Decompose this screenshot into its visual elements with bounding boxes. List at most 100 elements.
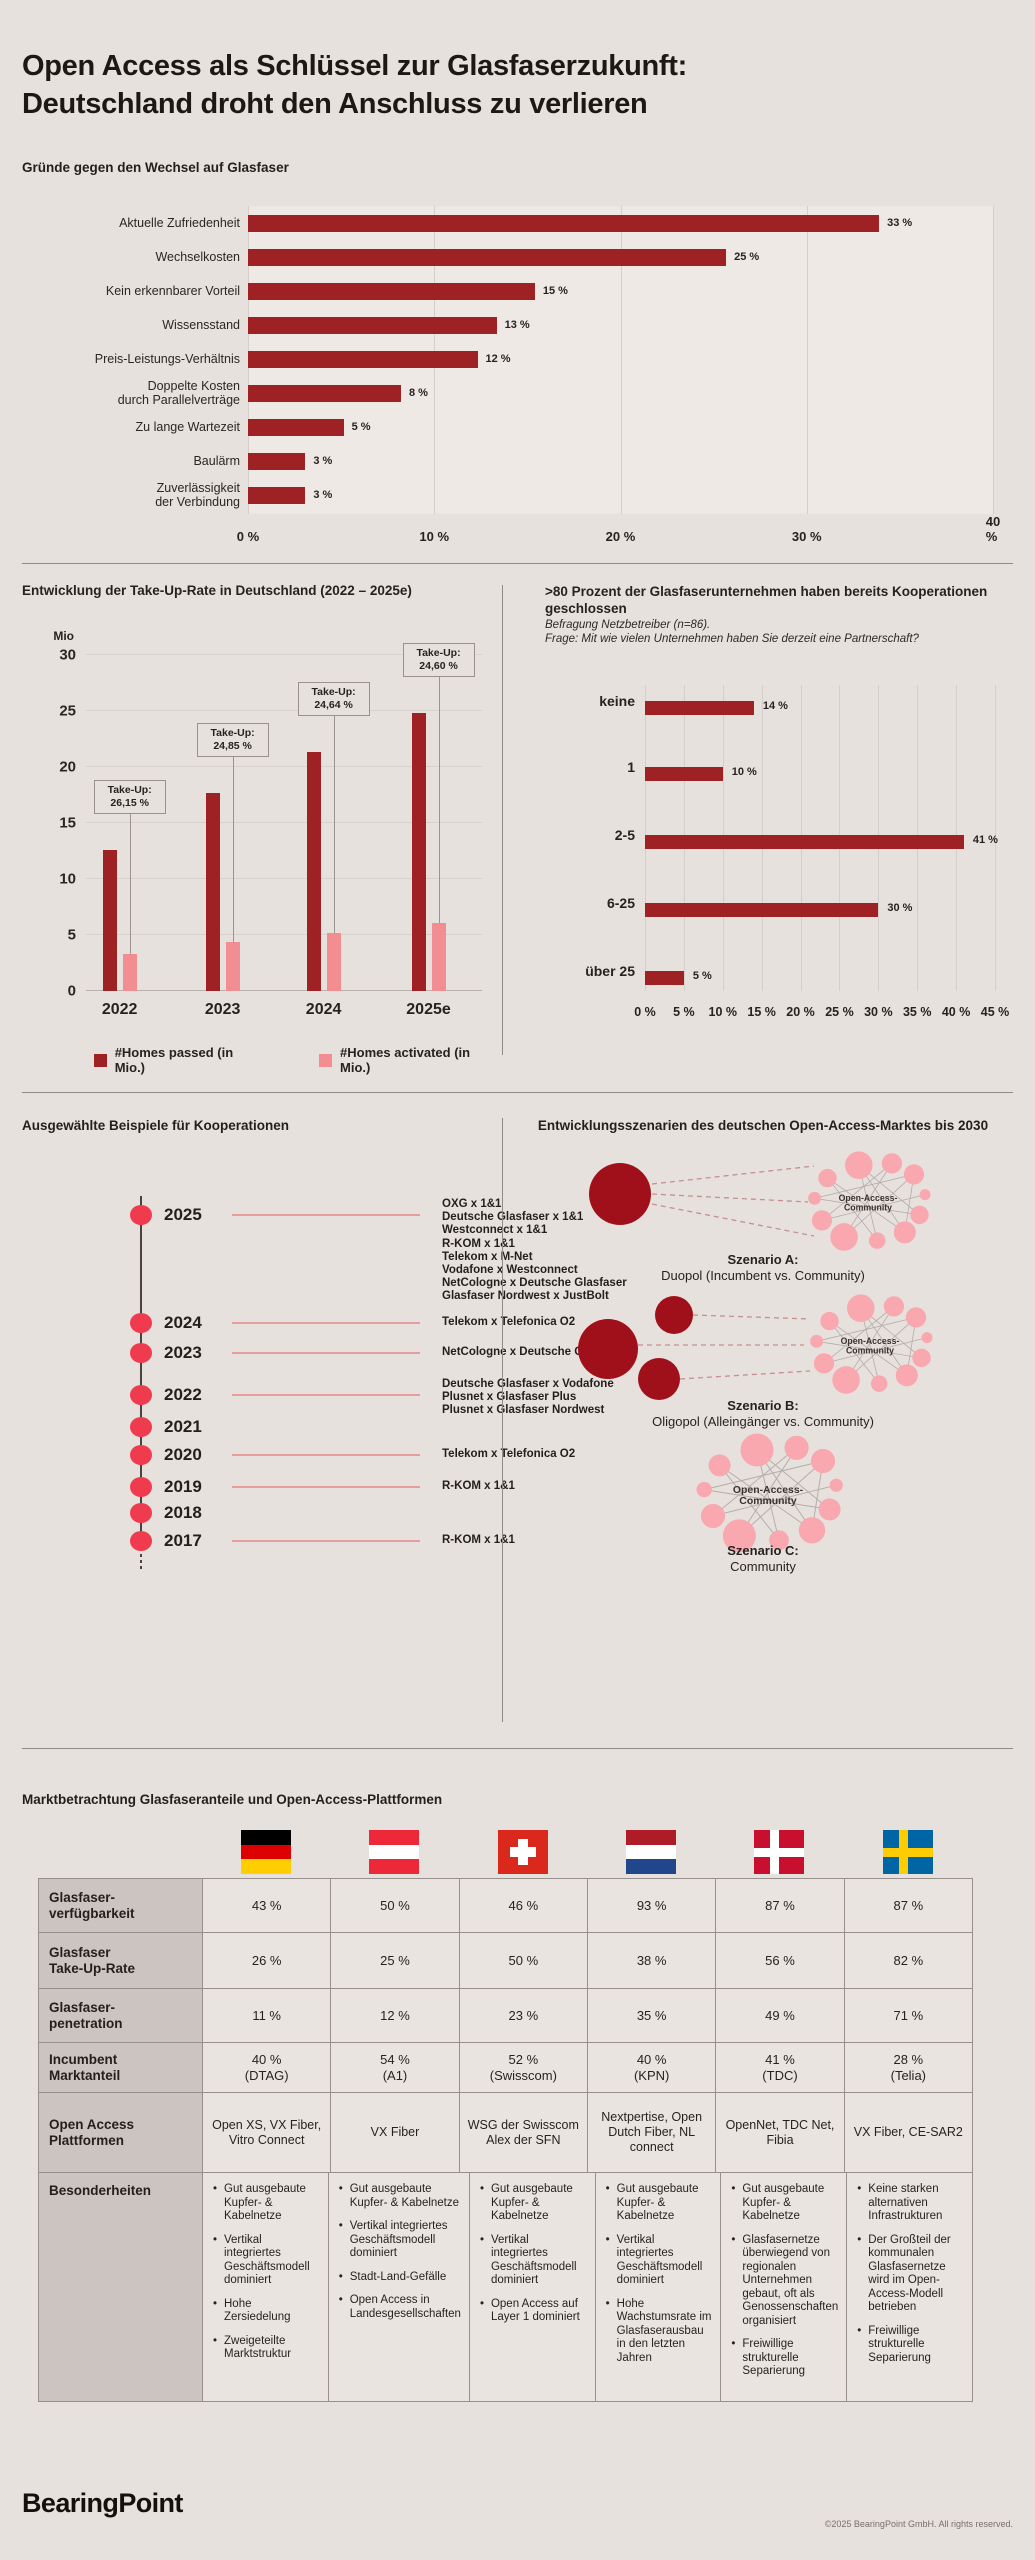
table-cell: 56 % <box>716 1933 845 1989</box>
bullet-item: Freiwillige strukturelle Separierung <box>857 2325 964 2366</box>
bar <box>248 452 306 470</box>
x-tick-label: 2023 <box>204 1001 241 1018</box>
bullet-item: Keine starken alternativen Infrastruktur… <box>857 2183 964 2224</box>
table-cell: 82 % <box>844 1933 973 1989</box>
scenario-name: Szenario C: <box>727 1543 799 1558</box>
flag-cell <box>587 1830 715 1874</box>
flag-stripe <box>241 1859 292 1874</box>
table-cell: 40 % (KPN) <box>587 2043 717 2093</box>
takeup-annotation: Take-Up: 24,60 % <box>402 643 475 678</box>
table-cell: WSG der Swisscom Alex der SFN <box>459 2093 588 2173</box>
timeline-dot <box>130 1445 152 1465</box>
flag-cross <box>509 1847 536 1857</box>
table-cell: 87 % <box>716 1879 845 1933</box>
y-tick-label: 25 <box>59 702 76 720</box>
timeline-items: R-KOM x 1&1 <box>442 1480 515 1493</box>
chart-row: Kein erkennbarer Vorteil 15 % <box>22 274 1013 308</box>
annotation-line-1: Take-Up: <box>311 686 356 699</box>
section-divider <box>22 1748 1013 1749</box>
x-tick-label: 0 % <box>236 529 260 544</box>
timeline-year: 2021 <box>164 1417 202 1436</box>
value-label: 3 % <box>313 489 333 501</box>
bar <box>248 214 880 232</box>
bullet-item: Stadt-Land-Gefälle <box>339 2271 461 2285</box>
timeline-year: 2017 <box>164 1531 202 1550</box>
bar <box>248 282 535 300</box>
timeline-connector <box>232 1352 420 1354</box>
flag-germany <box>241 1830 292 1874</box>
bar <box>645 767 723 781</box>
table-cell: 50 % <box>331 1879 460 1933</box>
timeline-items: Telekom x Telefonica O2 <box>442 1448 575 1461</box>
partnerships-subtitle-2: Frage: Mit wie vielen Unternehmen haben … <box>545 633 919 645</box>
takeup-plot-area: Mio 0 5 10 15 20 25 30 2022 Take-Up: 26,15 % 2023 T… <box>53 629 482 1018</box>
table-cell: 35 % <box>587 1989 717 2043</box>
timeline-dot <box>130 1503 152 1523</box>
category-label: Doppelte Kosten durch Parallelverträge <box>117 379 240 407</box>
homes-activated-bar <box>225 941 240 991</box>
table-cell: Open XS, VX Fiber, Vitro Connect <box>203 2093 332 2173</box>
bar-track: 15 % <box>248 274 1013 308</box>
table-cell: VX Fiber, CE-SAR2 <box>844 2093 973 2173</box>
bar <box>645 903 879 917</box>
bar-group <box>411 713 446 991</box>
category-label: Wechselkosten <box>155 250 240 264</box>
flag-stripe <box>241 1830 292 1845</box>
annotation-connector <box>438 677 440 923</box>
category-label: Zu lange Wartezeit <box>135 420 240 434</box>
timeline-year: 2018 <box>164 1503 202 1522</box>
annotation-line-2: 24,64 % <box>314 699 353 712</box>
category-label: Aktuelle Zufriedenheit <box>119 216 240 230</box>
column-divider <box>502 1118 503 1722</box>
x-tick-label: 35 % <box>902 1005 932 1019</box>
timeline-item: R-KOM x 1&1 <box>442 1534 515 1546</box>
takeup-annotation: Take-Up: 24,64 % <box>297 682 370 717</box>
bullet-item: Gut ausgebaute Kupfer- & Kabelnetze <box>731 2183 838 2224</box>
partnerships-subtitle-1: Befragung Netzbetreiber (n=86). <box>545 619 711 631</box>
x-tick-label: 40 % <box>941 1005 971 1019</box>
category-label: Kein erkennbarer Vorteil <box>105 284 240 298</box>
table-cell: 25 % <box>331 1933 460 1989</box>
chart-row: Wechselkosten 25 % <box>22 240 1013 274</box>
timeline-year: 2022 <box>164 1385 202 1404</box>
grid-line <box>86 990 482 991</box>
table-cell: 49 % <box>716 1989 845 2043</box>
chart-row: Aktuelle Zufriedenheit 33 % <box>22 206 1013 240</box>
table-cell: 41 % (TDC) <box>716 2043 845 2093</box>
bar <box>248 350 478 368</box>
timeline-axis <box>140 1196 142 1548</box>
grid-line <box>806 206 808 514</box>
table-row: Glasfaser- verfügbarkeit 43 % 50 % 46 % 93 %… <box>39 1879 973 1933</box>
table-cell: 71 % <box>844 1989 973 2043</box>
x-tick-label: 20 % <box>605 529 636 544</box>
flag-cross <box>882 1848 933 1857</box>
timeline-item: NetCologne x Deutsche Glasfaser <box>442 1277 627 1290</box>
takeup-annotation: Take-Up: 26,15 % <box>93 779 166 814</box>
bullet-item: Zweigeteilte Marktstruktur <box>213 2335 320 2362</box>
scenario-description: Duopol (Incumbent vs. Community) <box>661 1268 865 1283</box>
table-cell: 54 % (A1) <box>331 2043 460 2093</box>
table-cell: 93 % <box>587 1879 717 1933</box>
bar <box>248 486 306 504</box>
timeline-connector <box>232 1454 420 1456</box>
bullet-item: Freiwillige strukturelle Separierung <box>731 2338 838 2379</box>
value-label: 3 % <box>313 455 333 467</box>
homes-passed-bar <box>102 849 117 991</box>
flag-netherlands <box>626 1830 677 1874</box>
category-label: 1 <box>627 759 635 775</box>
y-tick-label: 10 <box>59 870 76 888</box>
x-tick-label: 2025e <box>406 1001 451 1018</box>
legend-swatch <box>94 1053 107 1067</box>
cooperations-timeline: Ausgewählte Beispiele für Kooperationen … <box>22 1092 627 1748</box>
timeline-item: Vodafone x Westconnect <box>442 1264 578 1277</box>
bullet-item: Glasfasernetze überwiegend von regionale… <box>731 2234 838 2329</box>
bullet-item: Gut ausgebaute Kupfer- & Kabelnetze <box>606 2183 713 2224</box>
category-label: 2-5 <box>614 827 635 843</box>
flag-stripe <box>369 1859 420 1874</box>
category-label: keine <box>599 693 635 709</box>
flag-stripe <box>626 1830 677 1845</box>
value-label: 13 % <box>504 319 530 331</box>
section-divider <box>22 1092 1013 1093</box>
timeline-connector <box>232 1540 420 1542</box>
chart-row: Doppelte Kosten durch Parallelverträge 8 … <box>22 376 1013 410</box>
